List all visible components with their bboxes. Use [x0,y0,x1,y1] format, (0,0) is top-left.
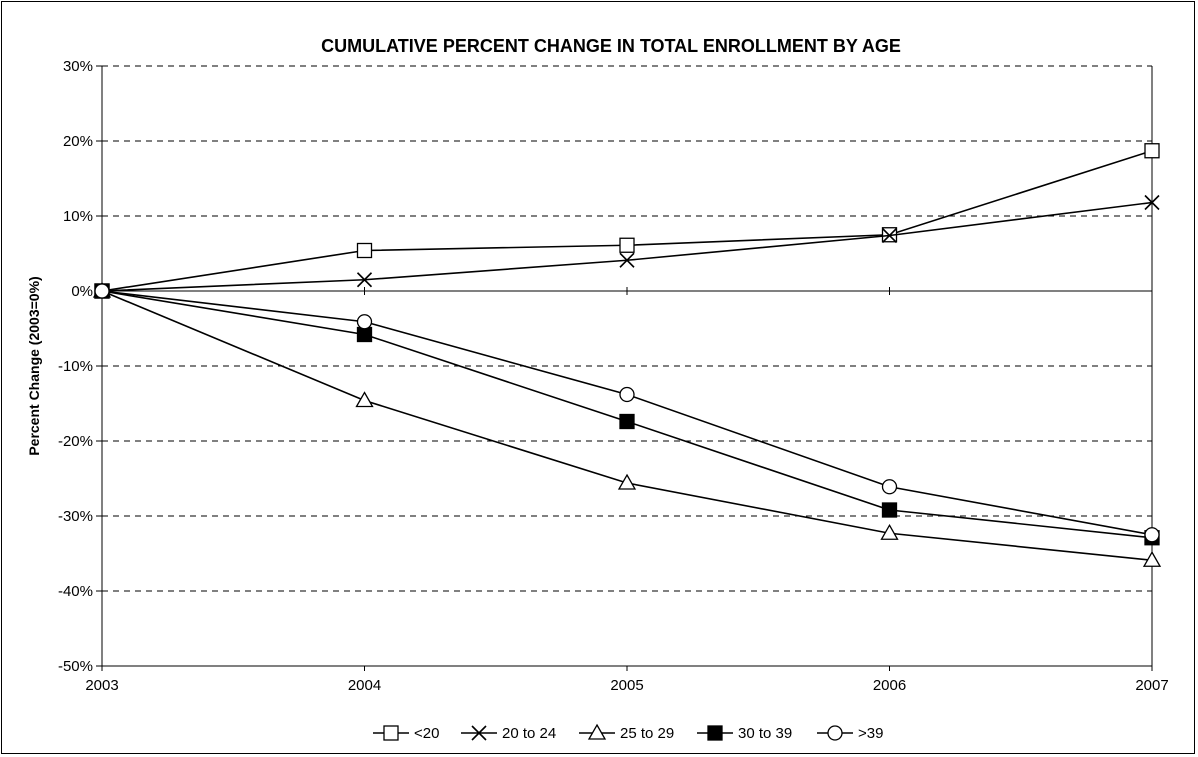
y-tick-label: 20% [63,133,93,150]
marker-x [356,272,373,288]
y-tick-label: -30% [58,508,93,525]
marker-open-square [619,237,635,253]
series-line [101,149,1153,292]
grid-layer [102,65,1152,592]
marker-open-circle [827,725,843,741]
y-tick-label: -50% [58,658,93,675]
x-tick-label: 2003 [85,677,118,694]
legend-item-1: 20 to 24 [461,725,556,742]
y-tick-label: -20% [58,433,93,450]
legend-item-2: 25 to 29 [579,723,674,742]
marker-filled-square [619,413,635,430]
marker-filled-square [707,725,723,741]
marker-open-circle [94,283,110,299]
chart-title: CUMULATIVE PERCENT CHANGE IN TOTAL ENROL… [321,36,901,56]
legend-item-0: <20 [373,725,439,742]
y-tick-label: 0% [71,283,93,300]
marker-open-square [1144,143,1160,159]
legend-label: 25 to 29 [620,725,674,742]
legend-label: 20 to 24 [502,725,556,742]
x-tick-label: 2006 [873,677,906,694]
legend-label: 30 to 39 [738,725,792,742]
legend-item-4: >39 [817,725,883,742]
marker-open-square [383,725,399,741]
marker-x [1144,194,1160,211]
marker-filled-square [881,502,898,518]
marker-x [881,227,898,244]
series-4 [94,283,1160,543]
legend-item-3: 30 to 39 [697,725,792,742]
marker-open-square [356,242,373,259]
marker-open-triangle [617,473,637,490]
legend-label: >39 [858,725,883,742]
y-tick-label: 10% [63,208,93,225]
marker-open-triangle [355,391,374,408]
y-tick-label: 30% [63,58,93,75]
marker-x [619,252,635,268]
marker-open-triangle [880,523,899,540]
legend-label: <20 [414,725,439,742]
legend: <20 20 to 24 25 to 29 30 to 39 >39 [373,723,883,742]
marker-open-circle [619,386,635,403]
x-tick-label: 2007 [1135,677,1168,694]
marker-open-circle [881,479,898,495]
series-0 [94,143,1160,299]
marker-x [471,725,487,741]
marker-open-triangle [587,723,607,740]
marker-filled-square [356,326,373,343]
x-tick-label: 2004 [348,677,381,694]
y-tick-label: -10% [58,358,93,375]
x-tick-label: 2005 [610,677,643,694]
marker-open-triangle [1142,550,1162,567]
series-line [101,290,1153,536]
series-3 [94,283,1160,546]
marker-open-circle [356,314,373,330]
marker-open-circle [1144,527,1160,543]
axis-layer: 30% 20% 10% 0% -10% -20% -30% -40% -50% 2003 2004 2… [58,58,1169,694]
series-layer [92,143,1162,567]
y-tick-label: -40% [58,583,93,600]
y-axis-title: Percent Change (2003=0%) [26,276,42,455]
